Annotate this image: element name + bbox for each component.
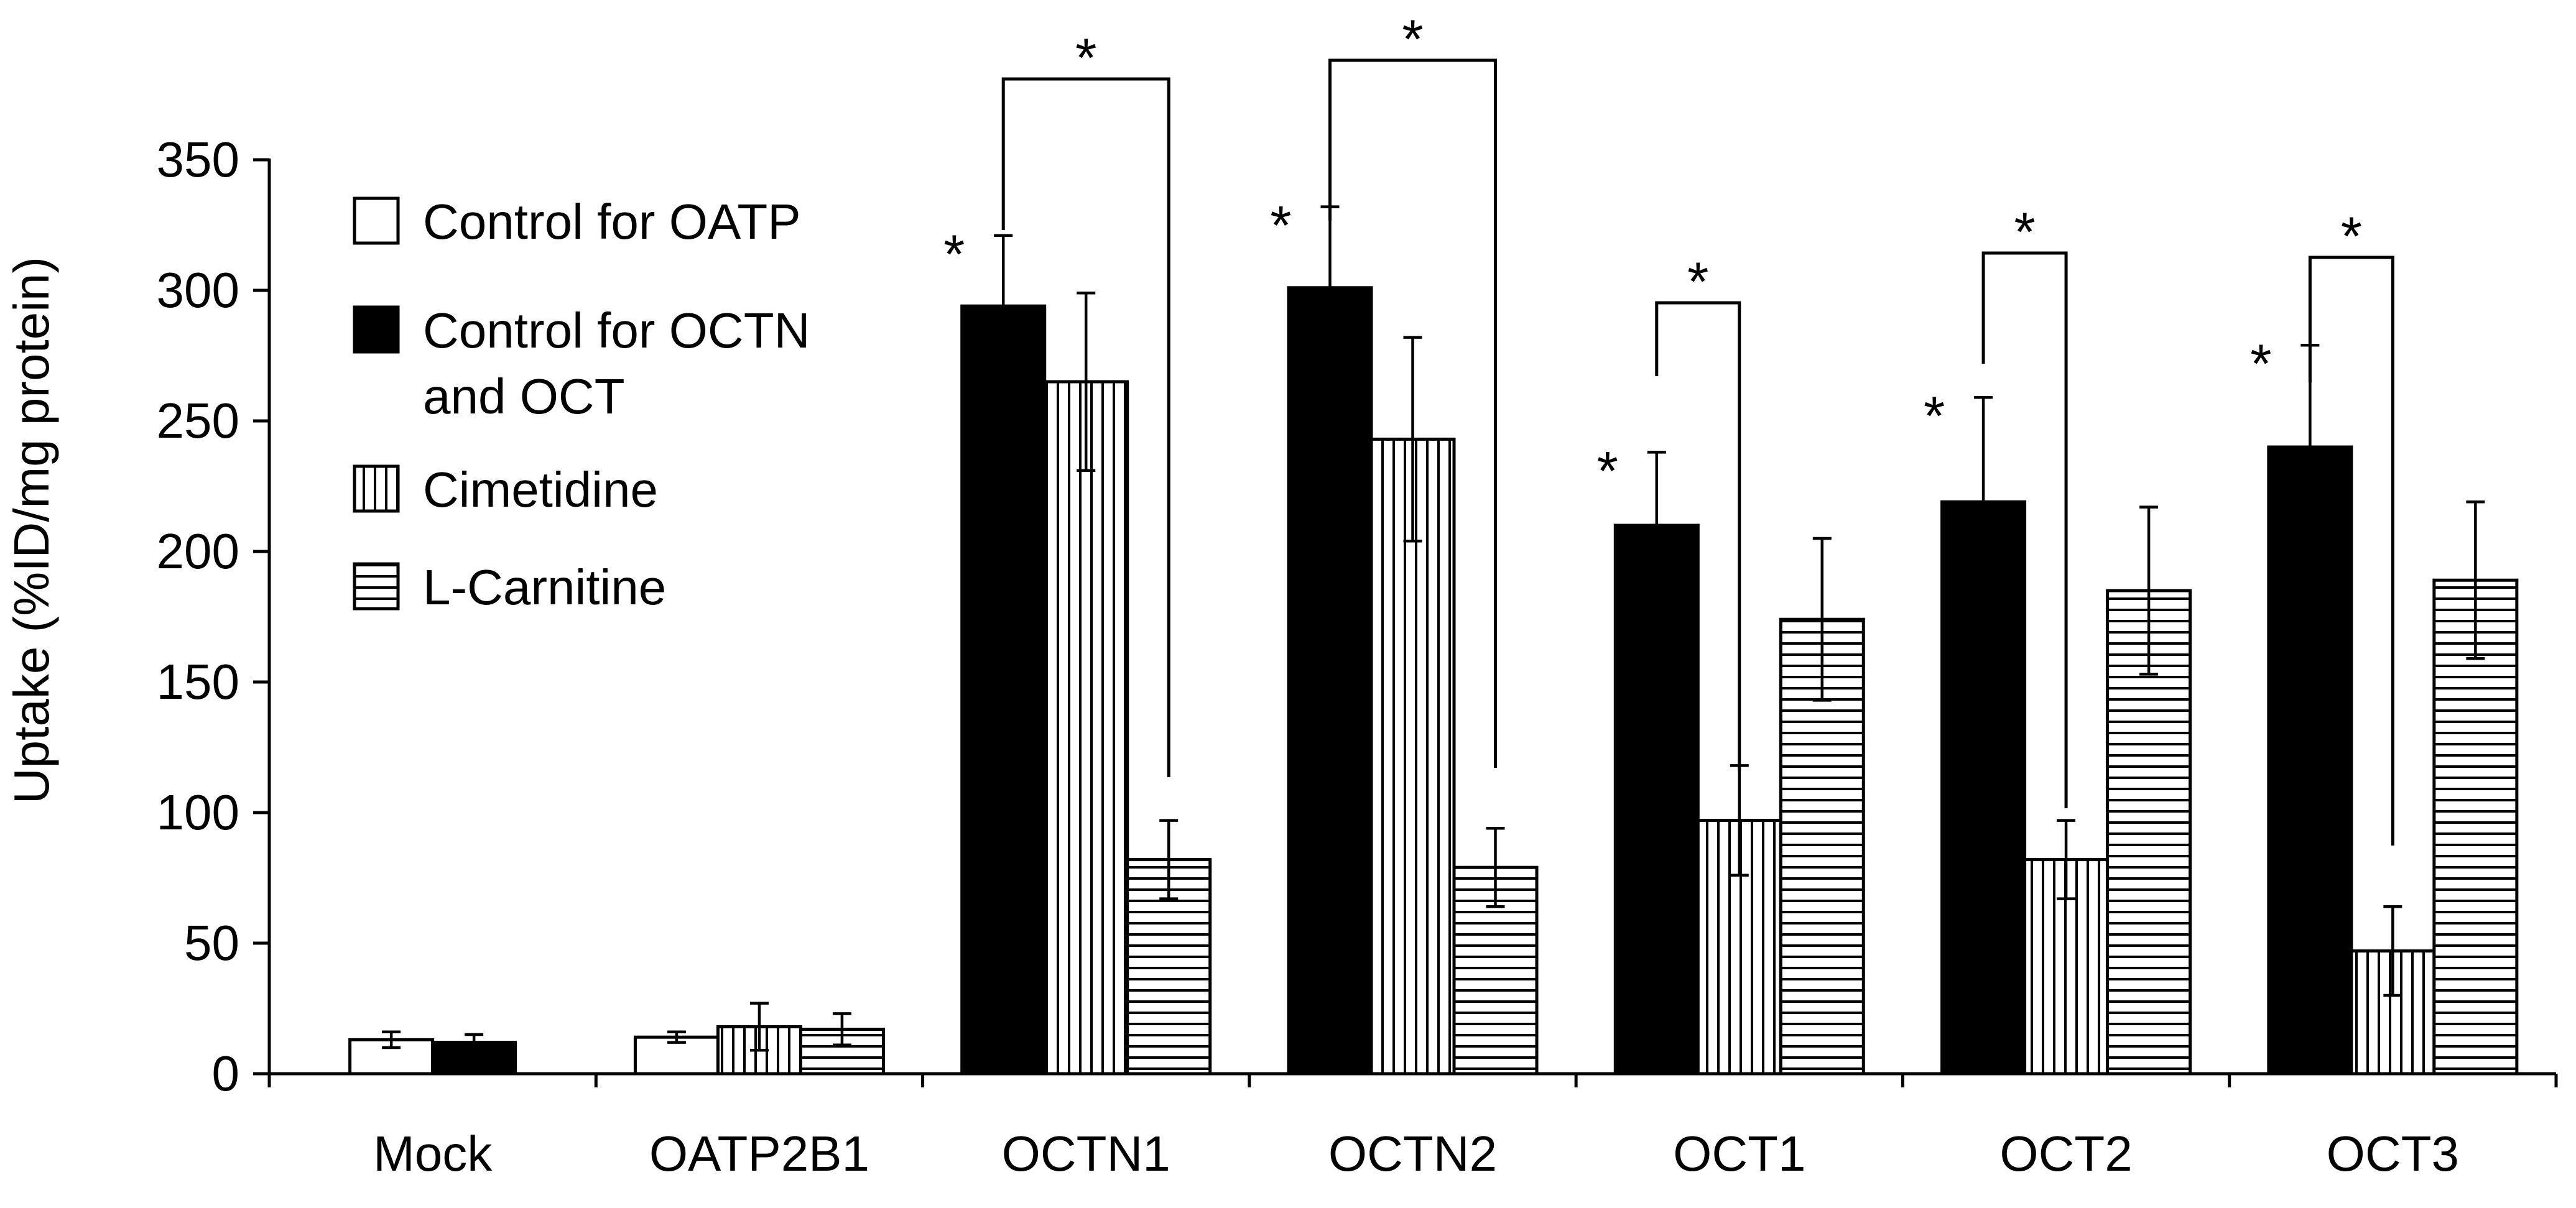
significance-star: * [1687,251,1708,312]
legend-label: Control for OATP [423,194,801,249]
x-tick-label: OCT3 [2327,1126,2459,1181]
x-tick-label: OCTN1 [1002,1126,1170,1181]
legend-swatch-cimetidine [353,464,400,513]
legend-label: and OCT [423,369,625,424]
significance-bracket [1655,301,1741,771]
significance-bracket [2308,256,2394,846]
significance-star: * [943,223,965,285]
y-axis-label: Uptake (%ID/mg protein) [4,257,59,804]
significance-star: * [1597,440,1618,501]
legend-label: Cimetidine [423,462,658,517]
significance-star: * [1924,385,1945,446]
significance-star: * [1075,27,1096,88]
y-tick-label: 350 [157,132,239,187]
y-tick-label: 150 [157,654,239,709]
y-tick-label: 50 [184,915,239,971]
significance-star: * [1270,195,1291,256]
x-tick-label: OCTN2 [1328,1126,1497,1181]
y-tick-label: 250 [157,393,239,448]
significance-star: * [1402,8,1423,70]
bar-octn_ctrl [1613,523,1700,1076]
bar-octn_ctrl [2267,445,2353,1076]
y-tick-label: 100 [157,785,239,840]
bar-cimetidine [1043,380,1129,1076]
significance-star: * [2341,205,2362,267]
legend-label: Control for OCTN [423,303,810,358]
significance-star: * [2014,201,2035,262]
x-tick-label: OCT2 [1999,1126,2132,1181]
legend-swatch-oatp_ctrl [353,196,400,245]
bar-carnitine [2432,578,2519,1076]
significance-bracket [1981,251,2068,808]
y-tick-label: 0 [212,1046,240,1101]
bar-cimetidine [1369,437,1456,1076]
bar-octn_ctrl [1287,286,1373,1076]
x-tick-label: OCT1 [1673,1126,1805,1181]
y-tick-label: 300 [157,262,239,318]
x-tick-label: Mock [373,1126,493,1181]
legend-label: L-Carnitine [423,560,666,615]
legend-swatch-carnitine [353,562,400,611]
significance-star: * [2250,333,2271,394]
significance-bracket [1328,58,1497,768]
y-tick-label: 200 [157,523,239,579]
bar-octn_ctrl [960,304,1047,1076]
legend-swatch-octn_ctrl [353,305,400,354]
significance-bracket [1001,77,1170,777]
x-tick-label: OATP2B1 [649,1126,869,1181]
